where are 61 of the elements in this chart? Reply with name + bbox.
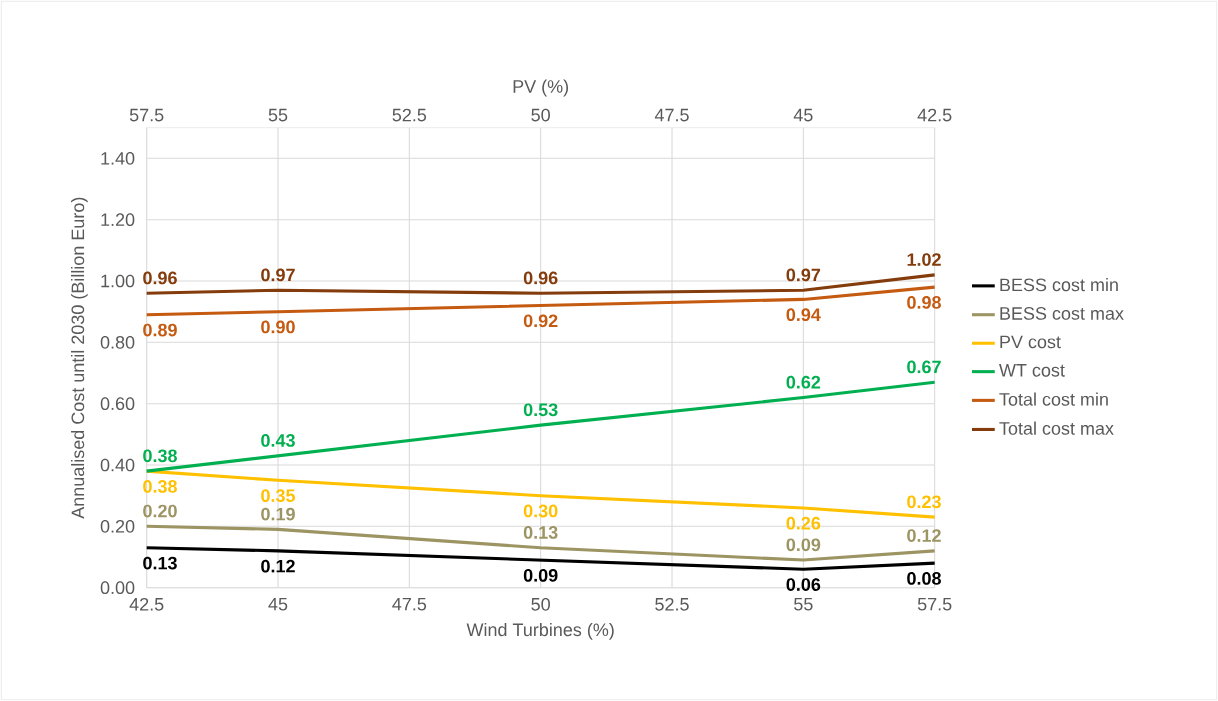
x-tick-label: 55	[794, 597, 813, 611]
data-label: 0.09	[523, 569, 558, 582]
x-axis-title: Wind Turbines (%)	[466, 622, 614, 640]
data-label: 0.89	[143, 323, 177, 337]
x-tick-label: 52.5	[655, 597, 689, 611]
x-tick-label: 50	[531, 597, 550, 611]
y-tick-label: 0.40	[100, 458, 135, 472]
y-tick-label: 0.20	[100, 519, 135, 533]
data-label: 0.13	[523, 526, 558, 539]
data-label: 0.35	[261, 489, 296, 503]
x2-axis-title: PV (%)	[513, 79, 569, 97]
data-label: 0.13	[143, 556, 177, 570]
y-axis-title: Annualised Cost until 2030 (Billion Euro)	[71, 197, 88, 519]
data-label: 0.98	[907, 296, 941, 309]
data-label: 0.30	[523, 504, 558, 518]
x-tick-label: 47.5	[392, 597, 427, 611]
data-label: 0.12	[907, 529, 941, 542]
data-label: 0.53	[523, 403, 558, 417]
x2-tick-label: 47.5	[654, 108, 689, 122]
x2-tick-label: 57.5	[129, 108, 164, 122]
data-label: 0.06	[786, 578, 821, 591]
x2-tick-label: 45	[793, 108, 813, 122]
data-label: 0.08	[907, 572, 941, 585]
data-label: 0.96	[143, 271, 177, 285]
data-label: 0.67	[907, 360, 941, 374]
legend-label: PV cost	[1000, 335, 1061, 349]
legend-label: BESS cost max	[1000, 307, 1124, 320]
x-tick-label: 45	[268, 597, 288, 611]
data-label: 0.97	[261, 268, 295, 282]
data-label: 1.02	[907, 253, 941, 266]
data-label: 0.09	[786, 538, 821, 552]
data-label: 0.26	[786, 516, 821, 530]
x2-tick-label: 55	[268, 108, 288, 122]
y-tick-label: 0.00	[100, 581, 135, 595]
data-label: 0.12	[261, 559, 295, 573]
y-tick-label: 1.40	[101, 151, 135, 165]
data-label: 0.38	[143, 480, 177, 493]
legend-label: BESS cost min	[1000, 278, 1118, 292]
y-tick-label: 0.60	[100, 397, 135, 411]
y-tick-label: 0.80	[100, 335, 135, 349]
legend-label: Total cost min	[999, 392, 1108, 406]
data-label: 0.38	[143, 449, 177, 463]
data-label: 0.62	[786, 375, 821, 389]
data-label: 0.94	[786, 308, 821, 322]
data-label: 0.43	[261, 434, 295, 447]
x2-tick-label: 50	[531, 108, 550, 122]
x-tick-label: 42.5	[129, 597, 164, 611]
y-tick-label: 1.20	[101, 213, 135, 227]
x2-tick-label: 42.5	[917, 108, 952, 122]
y-tick-label: 1.00	[101, 274, 135, 288]
x2-tick-label: 52.5	[392, 108, 427, 122]
data-label: 0.92	[523, 314, 558, 328]
data-label: 0.23	[907, 495, 941, 509]
legend-label: Total cost max	[999, 421, 1114, 435]
data-label: 0.19	[261, 507, 295, 521]
data-label: 0.97	[786, 268, 821, 282]
data-label: 0.90	[261, 320, 295, 334]
data-label: 0.96	[523, 271, 558, 285]
legend-label: WT cost	[999, 364, 1065, 377]
x-tick-label: 57.5	[917, 597, 952, 611]
data-label: 0.20	[143, 504, 177, 518]
